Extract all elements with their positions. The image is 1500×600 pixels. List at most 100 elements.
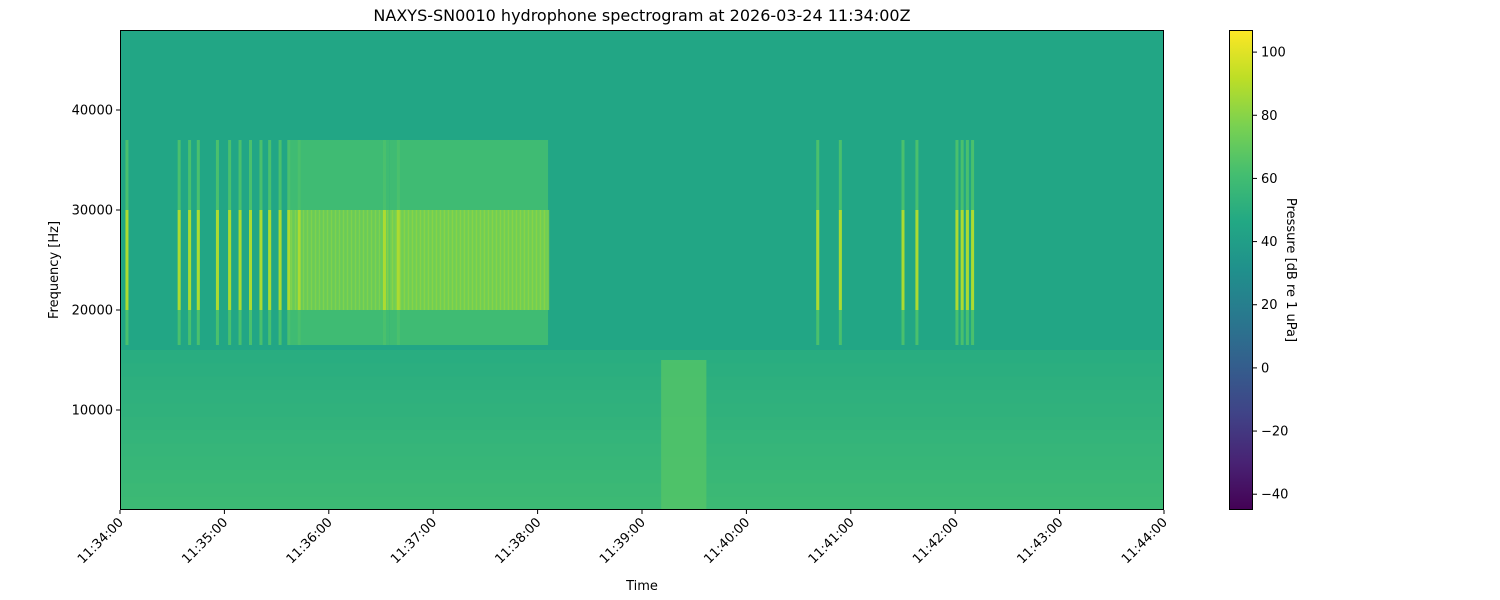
colorbar-tick-label: −20 — [1261, 425, 1288, 440]
dense-click-line — [342, 210, 345, 310]
dense-click-line — [519, 210, 522, 310]
colorbar-label: Pressure [dB re 1 uPa] — [1283, 198, 1298, 342]
dense-click-line — [547, 210, 550, 310]
dense-click-line — [511, 210, 514, 310]
click-train-peak — [249, 210, 252, 310]
click-train-peak — [297, 210, 301, 310]
dense-click-line — [407, 210, 410, 310]
x-tick-label: 11:40:00 — [701, 515, 753, 567]
dense-click-line — [543, 210, 546, 310]
y-tick-label: 10000 — [72, 404, 113, 419]
dense-click-line — [527, 210, 530, 310]
dense-click-line — [471, 210, 474, 310]
click-train-peak — [816, 210, 820, 310]
click-train-peak — [396, 210, 400, 310]
colorbar-tick-label: 60 — [1261, 172, 1278, 187]
dense-click-line — [431, 210, 434, 310]
dense-click-line — [306, 210, 309, 310]
dense-click-line — [523, 210, 526, 310]
dense-click-line — [346, 210, 349, 310]
click-train-peak — [382, 210, 386, 310]
dense-click-line — [447, 210, 450, 310]
dense-click-line — [370, 210, 373, 310]
x-tick-label: 11:37:00 — [388, 515, 440, 567]
dense-click-line — [411, 210, 414, 310]
click-train-peak — [278, 210, 282, 310]
y-tick-label: 40000 — [72, 104, 113, 119]
y-tick-label: 20000 — [72, 304, 113, 319]
low-frequency-noise-band — [120, 470, 1164, 484]
colorbar-tick-label: 40 — [1261, 235, 1278, 250]
heatmap — [120, 30, 1164, 510]
click-train-peak — [971, 210, 975, 310]
click-train-peak — [960, 210, 964, 310]
colorbar-axis: −40 −20 0 20 40 60 80 100 — [1253, 46, 1288, 503]
dense-click-line — [322, 210, 325, 310]
dense-click-line — [439, 210, 442, 310]
click-train-peak — [268, 210, 272, 310]
click-train-peak — [955, 210, 959, 310]
click-train-peak — [228, 210, 232, 310]
click-train-peak — [196, 210, 200, 310]
dense-click-line — [451, 210, 454, 310]
dense-click-line — [475, 210, 478, 310]
low-frequency-noise-band — [120, 363, 1164, 378]
low-frequency-noise-band — [120, 496, 1164, 510]
x-tick-label: 11:42:00 — [910, 515, 962, 567]
dense-click-line — [419, 210, 422, 310]
dense-click-line — [515, 210, 518, 310]
dense-click-line — [391, 210, 394, 310]
dense-click-line — [290, 210, 293, 310]
dense-click-line — [495, 210, 498, 310]
dense-click-line — [374, 210, 377, 310]
dense-click-line — [395, 210, 398, 310]
dense-click-line — [459, 210, 462, 310]
dense-click-line — [427, 210, 430, 310]
dense-click-line — [507, 210, 510, 310]
dense-click-line — [467, 210, 470, 310]
dense-click-line — [318, 210, 321, 310]
dense-click-line — [314, 210, 317, 310]
dense-click-line — [294, 210, 297, 310]
low-frequency-noise-band — [120, 443, 1164, 458]
colorbar-tick-label: 0 — [1261, 361, 1269, 376]
low-frequency-noise-band — [120, 430, 1164, 444]
dense-click-line — [503, 210, 506, 310]
dense-click-line — [443, 210, 446, 310]
colorbar — [1229, 30, 1253, 510]
dense-click-line — [499, 210, 502, 310]
click-train-peak — [259, 210, 263, 310]
x-tick-label: 11:43:00 — [1015, 515, 1067, 567]
x-tick-label: 11:41:00 — [806, 515, 858, 567]
colorbar-tick-label: 20 — [1261, 298, 1278, 313]
x-tick-label: 11:35:00 — [179, 515, 231, 567]
broadband-event — [661, 360, 707, 510]
dense-click-line — [310, 210, 313, 310]
dense-click-line — [483, 210, 486, 310]
dense-click-line — [358, 210, 361, 310]
low-frequency-noise-band — [120, 416, 1164, 431]
dense-click-line — [487, 210, 490, 310]
dense-click-line — [403, 210, 406, 310]
click-train-peak — [901, 210, 905, 310]
low-frequency-noise-band — [120, 483, 1164, 498]
y-axis: 10000 20000 30000 40000 — [72, 104, 120, 419]
dense-click-line — [330, 210, 333, 310]
low-frequency-noise-band — [120, 376, 1164, 391]
dense-click-line — [399, 210, 402, 310]
dense-click-line — [455, 210, 458, 310]
y-tick-label: 30000 — [72, 204, 113, 219]
click-train-peak — [287, 210, 291, 310]
x-tick-label: 11:38:00 — [493, 515, 545, 567]
dense-click-line — [535, 210, 538, 310]
low-frequency-noise-band — [120, 456, 1164, 471]
dense-click-line — [531, 210, 534, 310]
dense-click-line — [326, 210, 329, 310]
x-tick-label: 11:34:00 — [75, 515, 127, 567]
dense-click-line — [539, 210, 542, 310]
click-train-peak — [125, 210, 129, 310]
x-axis-label: Time — [625, 579, 658, 594]
dense-click-line — [338, 210, 341, 310]
y-axis-label: Frequency [Hz] — [47, 221, 62, 319]
